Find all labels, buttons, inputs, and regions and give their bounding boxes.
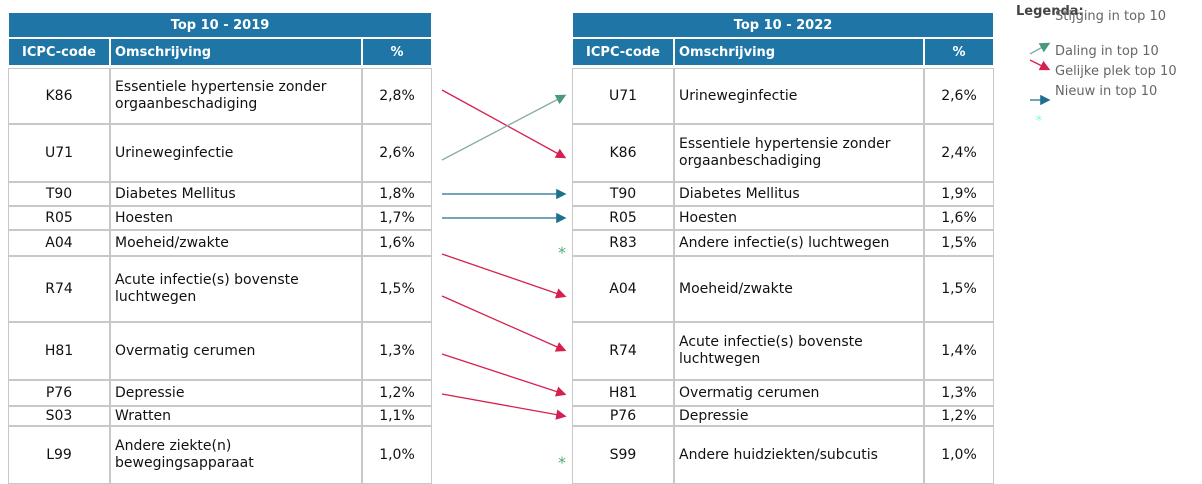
new-marker: * <box>558 453 566 472</box>
table-cell: Andere ziekte(n) bewegingsapparaat <box>110 426 362 484</box>
table-cell: R05 <box>8 206 110 230</box>
table-cell: Moeheid/zwakte <box>674 256 924 322</box>
table-cell: Diabetes Mellitus <box>674 182 924 206</box>
table-cell: U71 <box>8 124 110 182</box>
table-cell: Hoesten <box>110 206 362 230</box>
table-cell: Overmatig cerumen <box>674 380 924 406</box>
table-cell: A04 <box>8 230 110 256</box>
table-cell: 1,0% <box>362 426 432 484</box>
table-cell: Depressie <box>110 380 362 406</box>
table-cell: 1,1% <box>362 406 432 426</box>
table-cell: Depressie <box>674 406 924 426</box>
table-cell: 1,3% <box>924 380 994 406</box>
table-cell: Essentiele hypertensie zonder orgaanbesc… <box>110 68 362 124</box>
table-cell: S03 <box>8 406 110 426</box>
table-cell: Essentiele hypertensie zonder orgaanbesc… <box>674 124 924 182</box>
arrow-down <box>441 89 567 159</box>
table-cell: 1,6% <box>362 230 432 256</box>
table-cell: U71 <box>572 68 674 124</box>
move-arrows: * * * <box>441 42 1051 472</box>
table-cell: 1,5% <box>924 230 994 256</box>
table-cell: P76 <box>8 380 110 406</box>
table-cell: Urineweginfectie <box>110 124 362 182</box>
table-cell: Moeheid/zwakte <box>110 230 362 256</box>
table-cell: K86 <box>572 124 674 182</box>
table-cell: H81 <box>572 380 674 406</box>
legend-item: Gelijke plek top 10 <box>1055 64 1177 79</box>
arrow-down <box>441 253 567 299</box>
table-cell: 1,7% <box>362 206 432 230</box>
table-cell: R74 <box>572 322 674 380</box>
legend-title: Legenda: <box>1016 4 1084 19</box>
arrow-down <box>441 393 567 420</box>
table-cell: Acute infectie(s) bovenste luchtwegen <box>110 256 362 322</box>
table-cell: 1,9% <box>924 182 994 206</box>
table-cell: H81 <box>8 322 110 380</box>
arrow-up <box>441 94 567 161</box>
table-cell: R05 <box>572 206 674 230</box>
table-cell: Urineweginfectie <box>674 68 924 124</box>
table-cell: Andere huidziekten/subcutis <box>674 426 924 484</box>
table-cell: R83 <box>572 230 674 256</box>
table-cell: 1,5% <box>362 256 432 322</box>
legend-item: Daling in top 10 <box>1055 44 1159 59</box>
table-cell: Hoesten <box>674 206 924 230</box>
legend-new: * <box>1036 114 1043 129</box>
column-header: Omschrijving <box>674 38 924 66</box>
column-header: % <box>924 38 994 66</box>
table-cell: Overmatig cerumen <box>110 322 362 380</box>
table-title: Top 10 - 2022 <box>572 12 994 38</box>
table-cell: S99 <box>572 426 674 484</box>
table-cell: P76 <box>572 406 674 426</box>
table-cell: 1,4% <box>924 322 994 380</box>
column-header: Omschrijving <box>110 38 362 66</box>
legend-up <box>1029 42 1051 55</box>
table-cell: 1,2% <box>924 406 994 426</box>
table-cell: 2,4% <box>924 124 994 182</box>
table-cell: Acute infectie(s) bovenste luchtwegen <box>674 322 924 380</box>
table-cell: 2,8% <box>362 68 432 124</box>
table-cell: 1,6% <box>924 206 994 230</box>
table-cell: A04 <box>572 256 674 322</box>
table-cell: L99 <box>8 426 110 484</box>
table-title: Top 10 - 2019 <box>8 12 432 38</box>
column-header: ICPC-code <box>8 38 110 66</box>
table-cell: 1,2% <box>362 380 432 406</box>
table-cell: Wratten <box>110 406 362 426</box>
arrow-down <box>441 295 567 352</box>
legend-item: Nieuw in top 10 <box>1055 84 1158 99</box>
table-cell: Andere infectie(s) luchtwegen <box>674 230 924 256</box>
table-cell: K86 <box>8 68 110 124</box>
column-header: % <box>362 38 432 66</box>
column-header: ICPC-code <box>572 38 674 66</box>
table-cell: 2,6% <box>362 124 432 182</box>
table-cell: R74 <box>8 256 110 322</box>
legend-down <box>1029 59 1051 71</box>
table-cell: 2,6% <box>924 68 994 124</box>
table-cell: T90 <box>8 182 110 206</box>
table-cell: 1,8% <box>362 182 432 206</box>
new-marker: * <box>558 243 566 262</box>
table-cell: 1,3% <box>362 322 432 380</box>
table-cell: Diabetes Mellitus <box>110 182 362 206</box>
arrow-down <box>441 353 567 397</box>
table-cell: 1,5% <box>924 256 994 322</box>
table-cell: T90 <box>572 182 674 206</box>
table-cell: 1,0% <box>924 426 994 484</box>
legend-item: Stijging in top 10 <box>1055 9 1167 24</box>
